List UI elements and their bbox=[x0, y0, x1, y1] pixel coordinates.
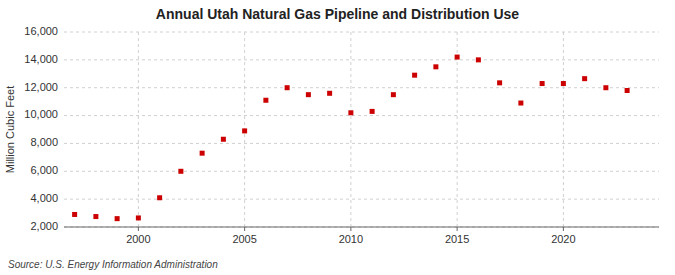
x-tick-label: 2000 bbox=[126, 233, 150, 245]
x-tick bbox=[138, 227, 139, 231]
x-tick-label: 2010 bbox=[339, 233, 363, 245]
chart: 2,000 4,000 6,000 8,000 10,000 12,000 14,000 16… bbox=[0, 0, 675, 275]
point bbox=[603, 85, 608, 90]
y-tick-label: 8,000 bbox=[30, 136, 58, 148]
point bbox=[370, 109, 375, 114]
point bbox=[93, 214, 98, 219]
x-tick-label: 2020 bbox=[551, 233, 575, 245]
point bbox=[72, 212, 77, 217]
x-grid-line bbox=[138, 32, 139, 227]
point bbox=[221, 137, 226, 142]
x-tick bbox=[563, 227, 564, 231]
point bbox=[285, 85, 290, 90]
point bbox=[476, 57, 481, 62]
y-tick-label: 4,000 bbox=[30, 192, 58, 204]
point bbox=[242, 128, 247, 133]
point bbox=[200, 151, 205, 156]
y-tick-label: 16,000 bbox=[24, 25, 58, 37]
y-grid-line bbox=[64, 199, 659, 200]
x-tick bbox=[244, 227, 245, 231]
point bbox=[115, 216, 120, 221]
point bbox=[455, 55, 460, 60]
point bbox=[157, 195, 162, 200]
point bbox=[561, 81, 566, 86]
y-grid-line bbox=[64, 171, 659, 172]
title: Annual Utah Natural Gas Pipeline and Dis… bbox=[156, 6, 519, 22]
y-tick-label: 10,000 bbox=[24, 108, 58, 120]
point bbox=[348, 110, 353, 115]
point bbox=[306, 92, 311, 97]
grid bbox=[64, 32, 659, 227]
point bbox=[178, 169, 183, 174]
x-grid-line bbox=[350, 32, 351, 227]
y-grid-line bbox=[64, 32, 659, 33]
y-grid-line bbox=[64, 115, 659, 116]
y-axis-label: Million Cubic Feet bbox=[4, 86, 16, 173]
y-grid-line bbox=[64, 143, 659, 144]
tick-labels: 2,000 4,000 6,000 8,000 10,000 12,000 14,000 16… bbox=[24, 25, 575, 245]
x-tick bbox=[350, 227, 351, 231]
y-tick-label: 12,000 bbox=[24, 81, 58, 93]
point bbox=[625, 88, 630, 93]
x-tick bbox=[457, 227, 458, 231]
point bbox=[433, 64, 438, 69]
point bbox=[412, 73, 417, 78]
x-grid-line bbox=[457, 32, 458, 227]
point bbox=[540, 81, 545, 86]
point bbox=[136, 215, 141, 220]
x-grid-line bbox=[563, 32, 564, 227]
y-tick-label: 2,000 bbox=[30, 220, 58, 232]
y-tick-label: 14,000 bbox=[24, 53, 58, 65]
point bbox=[497, 80, 502, 85]
y-grid-line bbox=[64, 87, 659, 88]
point bbox=[518, 101, 523, 106]
x-axis-line bbox=[64, 227, 659, 228]
source-note: Source: U.S. Energy Information Administ… bbox=[8, 259, 218, 270]
point bbox=[391, 92, 396, 97]
point bbox=[327, 91, 332, 96]
points bbox=[72, 55, 630, 222]
y-grid-line bbox=[64, 59, 659, 60]
y-tick-label: 6,000 bbox=[30, 164, 58, 176]
point bbox=[263, 98, 268, 103]
x-tick-label: 2015 bbox=[445, 233, 469, 245]
y-grid-line bbox=[64, 227, 659, 228]
chart-container: 2,000 4,000 6,000 8,000 10,000 12,000 14,000 16… bbox=[0, 0, 675, 275]
x-tick-label: 2005 bbox=[232, 233, 256, 245]
point bbox=[582, 76, 587, 81]
